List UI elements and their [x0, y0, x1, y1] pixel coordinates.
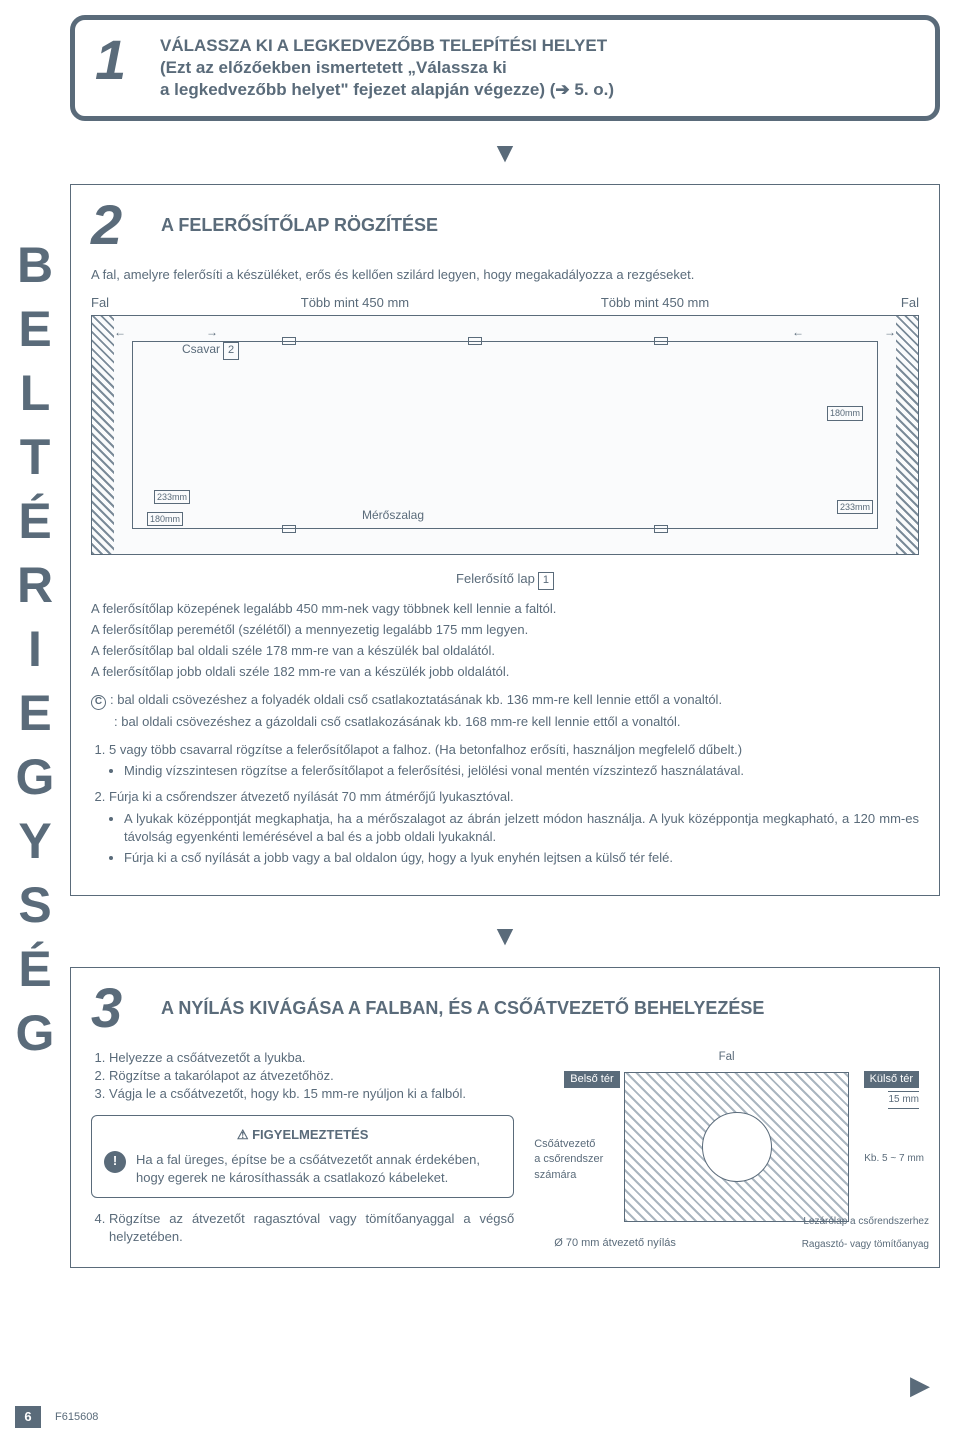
arrow-right-icon: ▶	[910, 1367, 930, 1403]
side-letter: I	[28, 624, 42, 674]
wall-hatch-left	[92, 316, 114, 554]
side-letter: G	[16, 752, 55, 802]
document-code: F615608	[55, 1410, 98, 1425]
arrow-down-1: ▼	[70, 133, 940, 172]
side-letter-column: BELTÉRIEGYSÉG	[0, 0, 70, 1288]
mm15-label: 15 mm	[888, 1091, 919, 1109]
wall-left-label: Fal	[91, 294, 109, 312]
step-1-number: 1	[95, 35, 145, 85]
step-2-intro: A fal, amelyre felerősíti a készüléket, …	[91, 266, 919, 284]
tape-callout: Mérőszalag	[362, 507, 424, 524]
step2-ol-1: 5 vagy több csavarral rögzítse a felerős…	[109, 741, 919, 780]
sleeve-label: Csőátvezető a csőrendszer számára	[534, 1137, 603, 1183]
wall-hatch-right	[896, 316, 918, 554]
mounting-plate	[132, 341, 878, 529]
step-1-box: 1 VÁLASSZA KI A LEGKEDVEZŐBB TELEPÍTÉSI …	[70, 15, 940, 121]
wall-hole	[702, 1112, 772, 1182]
mm57-label: Kb. 5 ~ 7 mm	[864, 1152, 924, 1166]
plate-legend: Felerősítő lap1	[91, 570, 919, 589]
side-letter: G	[16, 1008, 55, 1058]
step-3-section: 3 A NYÍLÁS KIVÁGÁSA A FALBAN, ÉS A CSŐÁT…	[70, 967, 940, 1267]
side-letter: Y	[18, 816, 51, 866]
outside-badge: Külső tér	[864, 1071, 919, 1088]
arrow-down-2: ▼	[70, 916, 940, 955]
step2-ol-2: Fúrja ki a csőrendszer átvezető nyílását…	[109, 788, 919, 867]
circle-c-icon: C	[91, 695, 106, 710]
step-3-right-diagram: Fal Belső tér Külső tér 15 mm Csőátvezet…	[534, 1049, 919, 1247]
step-2-diagram: Fal Több mint 450 mm Több mint 450 mm Fa…	[91, 294, 919, 555]
side-letter: S	[18, 880, 51, 930]
body-line-2: A felerősítőlap peremétől (szélétől) a m…	[91, 621, 919, 639]
s3-ol-3: Vágja le a csőátvezetőt, hogy kb. 15 mm-…	[109, 1085, 514, 1103]
s3-ol-2: Rögzítse a takarólapot az átvezetőhöz.	[109, 1067, 514, 1085]
body-line-1: A felerősítőlap közepének legalább 450 m…	[91, 600, 919, 618]
step-3-left: Helyezze a csőátvezetőt a lyukba. Rögzít…	[91, 1049, 514, 1247]
side-letter: É	[18, 944, 51, 994]
c-note-1: C: bal oldali csövezéshez a folyadék old…	[91, 691, 919, 710]
wall-block	[624, 1072, 849, 1222]
s3-ol-4: Rögzítse az átvezetőt ragasztóval vagy t…	[109, 1210, 514, 1246]
side-letter: B	[17, 240, 53, 290]
main-content: 1 VÁLASSZA KI A LEGKEDVEZŐBB TELEPÍTÉSI …	[70, 0, 960, 1288]
dim-233-left: 233mm	[154, 490, 190, 505]
wall-label: Fal	[534, 1049, 919, 1065]
step-2-title: A FELERŐSÍTŐLAP RÖGZÍTÉSE	[161, 213, 438, 238]
side-letter: E	[18, 688, 51, 738]
step-1-title: VÁLASSZA KI A LEGKEDVEZŐBB TELEPÍTÉSI HE…	[160, 35, 614, 101]
body-line-3: A felerősítőlap bal oldali széle 178 mm-…	[91, 642, 919, 660]
s3-ol-1: Helyezze a csőátvezetőt a lyukba.	[109, 1049, 514, 1067]
dim-180-left: 180mm	[147, 512, 183, 527]
inside-badge: Belső tér	[564, 1071, 619, 1088]
dim-233-right: 233mm	[837, 500, 873, 515]
body-line-4: A felerősítőlap jobb oldali széle 182 mm…	[91, 663, 919, 681]
side-letter: R	[17, 560, 53, 610]
step-2-body: A felerősítőlap közepének legalább 450 m…	[91, 600, 919, 868]
side-letter: L	[20, 368, 51, 418]
warning-title: FIGYELMEZTETÉS	[104, 1126, 501, 1144]
dimension-arrows	[114, 324, 896, 341]
dim-right-label: Több mint 450 mm	[601, 294, 709, 312]
dim-left-label: Több mint 450 mm	[301, 294, 409, 312]
side-letter: T	[20, 432, 51, 482]
c-note-2: : bal oldali csövezéshez a gázoldali cső…	[114, 713, 919, 731]
step-3-number: 3	[91, 983, 141, 1033]
step-2-section: 2 A FELERŐSÍTŐLAP RÖGZÍTÉSE A fal, amely…	[70, 184, 940, 896]
wall-right-label: Fal	[901, 294, 919, 312]
warning-icon: !	[104, 1151, 126, 1173]
warning-box: FIGYELMEZTETÉS ! Ha a fal üreges, építse…	[91, 1115, 514, 1198]
glue-label: Ragasztó- vagy tömítőanyag	[802, 1238, 929, 1252]
dim-180-right: 180mm	[827, 406, 863, 421]
step-3-title: A NYÍLÁS KIVÁGÁSA A FALBAN, ÉS A CSŐÁTVE…	[161, 996, 764, 1021]
page-number: 6	[15, 1406, 41, 1428]
cap-label: Lezárólap a csőrendszerhez	[803, 1215, 929, 1229]
warning-text: Ha a fal üreges, építse be a csőátvezető…	[136, 1151, 501, 1187]
hole-label: Ø 70 mm átvezető nyílás	[554, 1236, 676, 1251]
step-2-number: 2	[91, 200, 141, 250]
side-letter: É	[18, 496, 51, 546]
side-letter: E	[18, 304, 51, 354]
